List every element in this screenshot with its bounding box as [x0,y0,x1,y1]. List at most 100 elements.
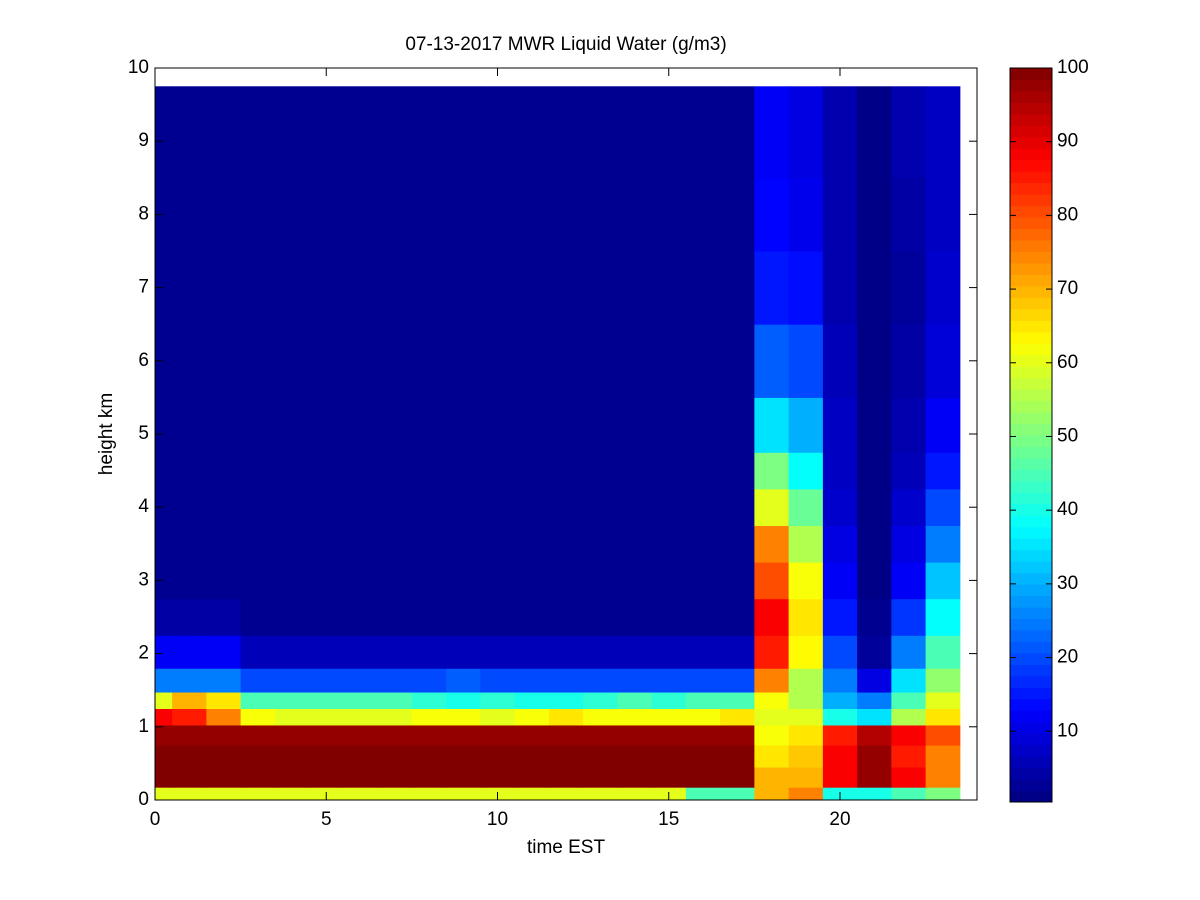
cell [155,562,173,600]
cell [617,787,653,800]
colorbar-swatch [1010,228,1052,241]
cell [377,635,413,669]
cell [206,724,242,746]
cell [480,562,516,600]
cell [822,745,858,768]
cell [788,251,824,325]
cell [411,668,447,693]
cell [583,122,618,179]
cell [343,787,379,800]
cell [548,668,584,693]
cell [925,324,961,398]
colorbar-swatch [1010,526,1052,539]
cell [685,525,721,563]
cell [617,177,653,252]
cell [309,488,344,526]
cell [685,635,721,669]
cell [857,708,892,726]
colorbar-swatch [1010,767,1052,780]
cell [206,635,242,669]
cell [172,692,207,709]
cell [480,122,516,179]
cell [822,668,858,693]
cell [274,635,310,669]
cell [685,745,721,768]
cell [617,724,653,746]
cell [155,767,173,788]
colorbar-tick-label: 100 [1057,57,1089,78]
cell [446,724,481,746]
colorbar-swatch [1010,423,1052,436]
colorbar-swatch [1010,756,1052,769]
cell [274,767,310,788]
y-tick-label: 5 [138,423,149,444]
cell [720,598,755,636]
cell [583,324,618,398]
cell [617,598,653,636]
cell [754,692,790,709]
cell [514,397,550,453]
cell [685,122,721,179]
cell [411,251,447,325]
colorbar-swatch [1010,687,1052,700]
cell [206,324,242,398]
y-tick-label: 8 [138,203,149,224]
cell [240,708,276,726]
colorbar-swatch [1010,125,1052,138]
cell [343,397,379,453]
cell [206,598,242,636]
cell [617,708,653,726]
cell [172,452,207,490]
cell [411,324,447,398]
cell [617,562,653,600]
cell [343,668,379,693]
colorbar-swatch [1010,412,1052,425]
cell [514,635,550,669]
cell [155,177,173,252]
cell [480,708,516,726]
cell [822,397,858,453]
colorbar-swatch [1010,343,1052,356]
cell [857,787,892,800]
cell [754,787,790,800]
cell [617,452,653,490]
cell [720,251,755,325]
cell [651,397,687,453]
cell [480,177,516,252]
cell [685,668,721,693]
cell [274,724,310,746]
cell [925,598,961,636]
cell [891,397,927,453]
cell [240,767,276,788]
cell [240,122,276,179]
cell [240,452,276,490]
cell [206,122,242,179]
cell [480,452,516,490]
cell [925,745,961,768]
cell [822,251,858,325]
cell [446,562,481,600]
cell [788,562,824,600]
cell [309,251,344,325]
cell [206,251,242,325]
cell [685,598,721,636]
cell [411,452,447,490]
y-tick-label: 9 [138,130,149,151]
cell [172,787,207,800]
cell [343,724,379,746]
cell [411,525,447,563]
cell [274,668,310,693]
cell [651,668,687,693]
colorbar-swatch [1010,618,1052,631]
colorbar-swatch [1010,389,1052,402]
cell [754,668,790,693]
cell [446,767,481,788]
colorbar-swatch [1010,136,1052,149]
cell [206,562,242,600]
cell [788,177,824,252]
colorbar-swatch [1010,159,1052,172]
cell [788,745,824,768]
cell [891,324,927,398]
colorbar-swatch [1010,538,1052,551]
cell [685,787,721,800]
